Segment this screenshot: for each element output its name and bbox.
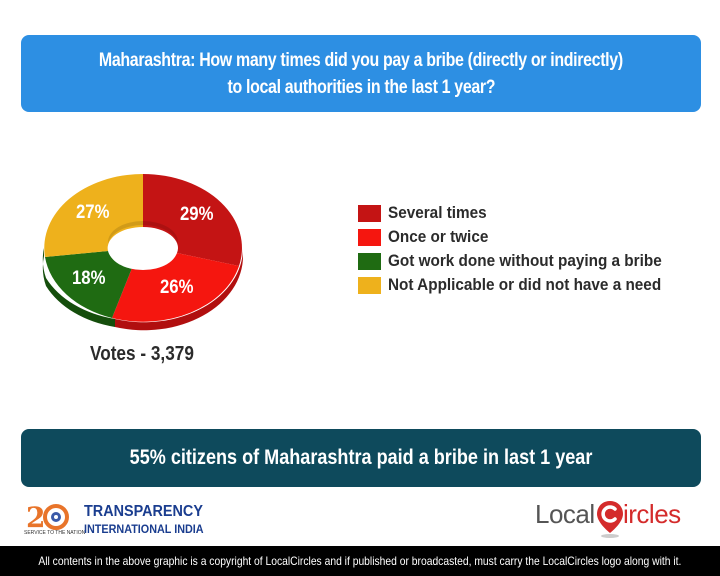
legend-label: Got work done without paying a bribe: [388, 251, 662, 270]
legend-label: Not Applicable or did not have a need: [388, 275, 662, 294]
twenty-years-emblem-icon: 2: [26, 501, 69, 534]
ti-name-line-1: TRANSPARENCY: [84, 503, 203, 520]
summary-banner: 55% citizens of Maharashtra paid a bribe…: [21, 429, 701, 487]
copyright-footer: All contents in the above graphic is a c…: [0, 546, 720, 576]
donut-depth: [42, 248, 244, 331]
legend-label: Several times: [388, 203, 487, 222]
donut-chart: 29% 26% 18% 27%: [30, 160, 270, 350]
ti-name-line-2: INTERNATIONAL INDIA: [84, 522, 204, 536]
svg-text:2: 2: [26, 501, 45, 534]
votes-count: Votes - 3,379: [90, 343, 194, 365]
slice-several-times: [143, 174, 242, 266]
legend-item-not-applicable: Not Applicable or did not have a need: [358, 273, 692, 297]
slice-once-or-twice: [112, 253, 239, 322]
question-title-line-2: to local authorities in the last 1 year?: [227, 76, 495, 98]
question-title-banner: Maharashtra: How many times did you pay …: [21, 35, 701, 112]
legend-item-several-times: Several times: [358, 201, 692, 225]
localcircles-logo-local: Local: [535, 499, 595, 529]
localcircles-logo: Local ircles: [535, 496, 695, 542]
localcircles-logo-ircles: ircles: [623, 499, 681, 529]
legend-item-once-or-twice: Once or twice: [358, 225, 692, 249]
legend-swatch: [358, 228, 381, 246]
slice-not-applicable: [44, 174, 143, 257]
legend-label: Once or twice: [388, 227, 489, 246]
ti-tagline: SERVICE TO THE NATION: [24, 530, 86, 536]
legend-item-without-bribe: Got work done without paying a bribe: [358, 249, 692, 273]
legend-swatch: [358, 276, 381, 294]
slice-label-several-times: 29%: [180, 204, 214, 225]
legend-swatch: [358, 252, 381, 270]
slice-without-bribe: [45, 251, 132, 318]
slice-label-without-bribe: 18%: [72, 268, 106, 289]
slice-label-not-applicable: 27%: [76, 202, 110, 223]
chart-legend: Several times Once or twice Got work don…: [358, 201, 692, 297]
legend-swatch: [358, 204, 381, 222]
donut-hole: [109, 230, 177, 270]
map-pin-c-icon: [597, 501, 623, 538]
summary-text: 55% citizens of Maharashtra paid a bribe…: [129, 446, 593, 469]
transparency-international-logo: 2 SERVICE TO THE NATION TRANSPARENCY INT…: [24, 500, 204, 542]
question-title-line-1: Maharashtra: How many times did you pay …: [99, 49, 623, 71]
donut-chart-graphic: [42, 174, 244, 331]
copyright-text: All contents in the above graphic is a c…: [38, 554, 682, 568]
slice-label-once-or-twice: 26%: [160, 277, 194, 298]
